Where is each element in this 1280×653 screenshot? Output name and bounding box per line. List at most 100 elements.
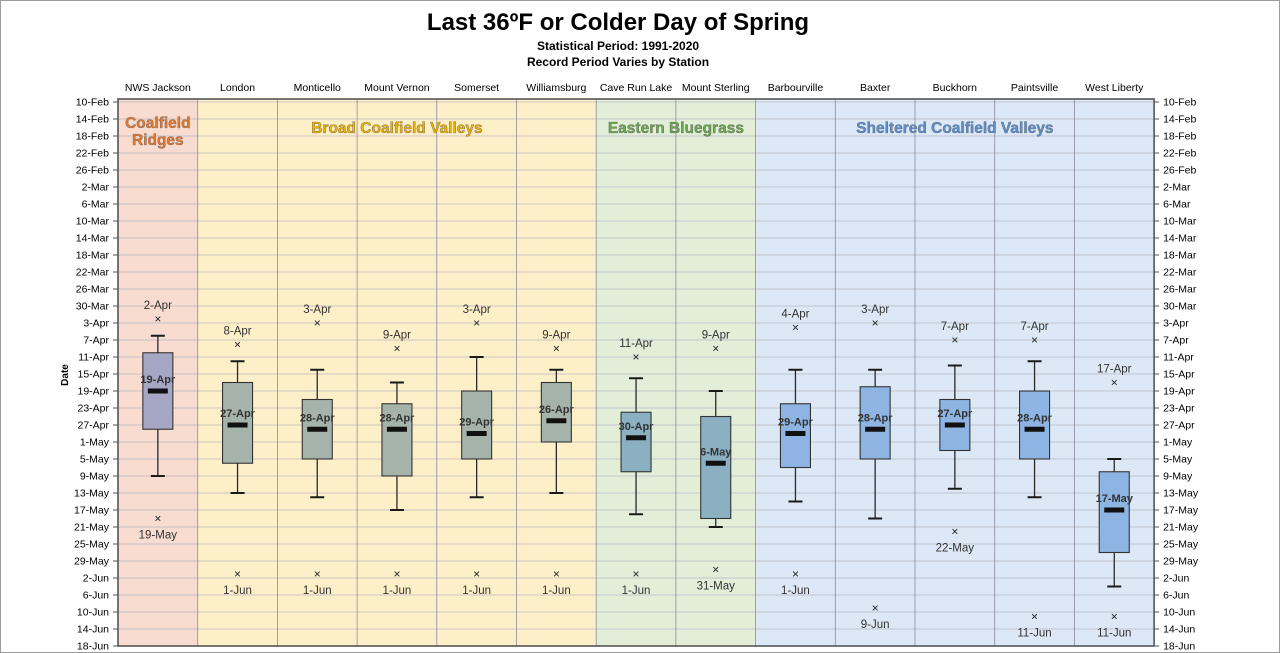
station-label: Baxter xyxy=(860,82,891,94)
chart-subtitle-period: Statistical Period: 1991-2020 xyxy=(537,39,699,53)
median-label: 28-Apr xyxy=(858,412,894,424)
median-mark xyxy=(1104,507,1125,513)
y-tick-label-right: 17-May xyxy=(1163,505,1199,517)
median-mark xyxy=(865,426,886,432)
record-late-marker: × xyxy=(393,567,400,581)
y-tick-label-right: 18-Feb xyxy=(1163,131,1196,143)
record-late-label: 22-May xyxy=(936,542,975,554)
y-tick-label-right: 18-Mar xyxy=(1163,250,1197,262)
median-label: 26-Apr xyxy=(539,404,575,416)
box xyxy=(620,411,652,473)
y-tick-label-right: 14-Feb xyxy=(1163,114,1196,126)
record-late-marker: × xyxy=(712,563,719,577)
record-early-marker: × xyxy=(154,312,161,326)
median-mark xyxy=(466,431,487,436)
y-tick-label-right: 14-Mar xyxy=(1163,233,1197,245)
record-early-marker: × xyxy=(792,320,799,334)
y-tick-label-left: 3-Apr xyxy=(83,318,109,330)
median-mark xyxy=(147,388,168,394)
y-tick-label-left: 5-May xyxy=(80,454,110,466)
y-tick-label-right: 2-Mar xyxy=(1163,182,1191,194)
y-tick-label-left: 17-May xyxy=(74,505,110,517)
median-label: 29-Apr xyxy=(778,417,814,429)
median-mark xyxy=(626,435,647,441)
y-tick-label-right: 27-Apr xyxy=(1163,420,1195,432)
record-early-marker: × xyxy=(1111,376,1118,390)
record-late-marker: × xyxy=(154,512,161,526)
y-tick-label-right: 29-May xyxy=(1163,556,1199,568)
median-mark xyxy=(386,426,407,432)
y-tick-label-right: 19-Apr xyxy=(1163,386,1195,398)
y-tick-label-left: 10-Mar xyxy=(76,216,110,228)
y-tick-label-right: 15-Apr xyxy=(1163,369,1195,381)
y-tick-label-left: 18-Feb xyxy=(76,131,109,143)
y-tick-label-right: 3-Apr xyxy=(1163,318,1189,330)
median-label: 28-Apr xyxy=(380,412,416,424)
y-axis-label: Date xyxy=(60,364,71,386)
y-tick-label-left: 23-Apr xyxy=(77,403,109,415)
record-early-marker: × xyxy=(712,342,719,356)
median-mark xyxy=(307,426,328,432)
record-early-label: 7-Apr xyxy=(1020,321,1048,333)
record-late-label: 1-Jun xyxy=(383,585,412,597)
record-early-label: 9-Apr xyxy=(542,330,570,342)
y-tick-label-left: 25-May xyxy=(74,539,110,551)
record-late-label: 1-Jun xyxy=(781,585,810,597)
record-early-label: 9-Apr xyxy=(383,330,411,342)
median-label: 27-Apr xyxy=(937,408,973,420)
record-late-label: 1-Jun xyxy=(303,585,332,597)
y-tick-label-right: 30-Mar xyxy=(1163,301,1197,313)
record-late-marker: × xyxy=(314,567,321,581)
y-tick-label-left: 14-Feb xyxy=(76,114,109,126)
record-early-label: 11-Apr xyxy=(619,338,653,350)
group-label-3: Sheltered Coalfield Valleys xyxy=(856,120,1053,137)
record-early-label: 7-Apr xyxy=(941,321,969,333)
y-tick-label-left: 26-Mar xyxy=(76,284,110,296)
record-early-label: 8-Apr xyxy=(223,325,251,337)
record-early-marker: × xyxy=(1031,333,1038,347)
record-late-label: 9-Jun xyxy=(861,619,890,631)
y-tick-label-right: 11-Apr xyxy=(1163,352,1194,364)
record-early-marker: × xyxy=(314,316,321,330)
y-tick-label-right: 18-Jun xyxy=(1163,641,1195,653)
y-tick-label-left: 18-Mar xyxy=(76,250,110,262)
record-late-label: 31-May xyxy=(697,581,736,593)
y-tick-label-left: 22-Feb xyxy=(76,148,109,160)
station-label: West Liberty xyxy=(1085,82,1144,94)
plot-area: 10-Feb 10-Feb 14-Feb 14-Feb 18-Feb 18-Feb 22-F… xyxy=(74,82,1199,652)
median-label: 19-Apr xyxy=(140,374,176,386)
y-tick-label-right: 22-Feb xyxy=(1163,148,1196,160)
y-tick-label-left: 10-Jun xyxy=(77,607,109,619)
median-mark xyxy=(227,422,248,428)
station-label: Cave Run Lake xyxy=(600,82,673,94)
chart-subtitle-record: Record Period Varies by Station xyxy=(527,55,709,69)
box xyxy=(461,390,493,460)
record-early-marker: × xyxy=(473,316,480,330)
y-tick-label-right: 25-May xyxy=(1163,539,1199,551)
group-label-0: Ridges xyxy=(132,132,184,149)
plot-border xyxy=(117,98,1155,647)
record-late-marker: × xyxy=(633,567,640,581)
record-late-marker: × xyxy=(1111,609,1118,623)
median-label: 17-May xyxy=(1096,493,1134,505)
station-label: Buckhorn xyxy=(933,82,978,94)
y-tick-label-left: 21-May xyxy=(74,522,110,534)
record-late-marker: × xyxy=(553,567,560,581)
record-late-label: 1-Jun xyxy=(622,585,651,597)
box xyxy=(1018,390,1051,460)
record-early-label: 3-Apr xyxy=(463,304,491,316)
y-tick-label-right: 6-Mar xyxy=(1163,199,1191,211)
y-tick-label-right: 1-May xyxy=(1163,437,1193,449)
record-late-marker: × xyxy=(234,567,241,581)
y-tick-label-right: 5-May xyxy=(1163,454,1193,466)
y-tick-label-left: 1-May xyxy=(80,437,110,449)
y-tick-label-left: 7-Apr xyxy=(83,335,109,347)
record-late-label: 11-Jun xyxy=(1017,627,1051,639)
record-early-marker: × xyxy=(234,337,241,351)
y-tick-label-left: 14-Mar xyxy=(76,233,110,245)
median-label: 28-Apr xyxy=(1017,412,1053,424)
group-label-1: Broad Coalfield Valleys xyxy=(311,120,482,137)
group-background-1 xyxy=(197,99,597,646)
y-tick-label-left: 30-Mar xyxy=(76,301,110,313)
